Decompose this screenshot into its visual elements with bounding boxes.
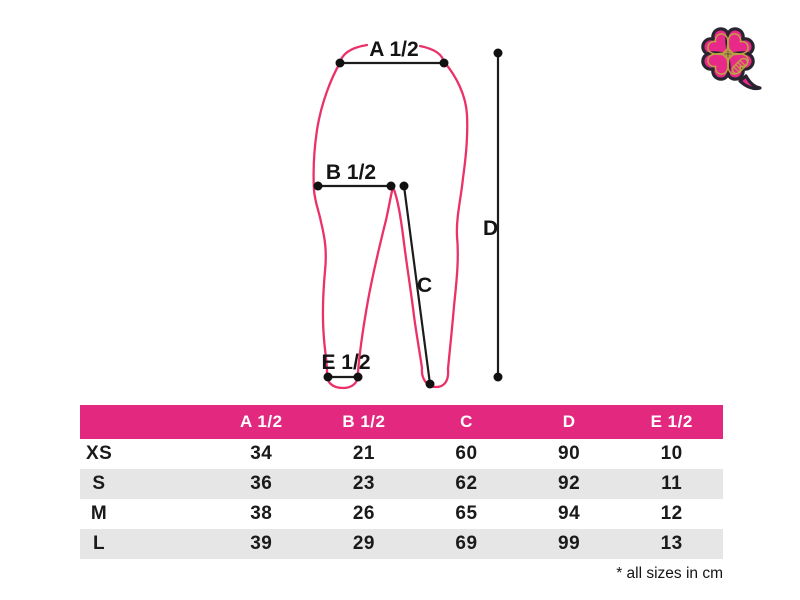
value-cell: 29 (352, 533, 375, 554)
table-row-xs: XS 34 21 60 90 10 (80, 439, 723, 469)
measure-label-e: E 1/2 (321, 351, 370, 374)
right-inseam (391, 185, 424, 370)
measure-dot (386, 181, 396, 191)
header-cell-b: B 1/2 (342, 412, 386, 431)
measure-label-d: D (483, 217, 498, 240)
value-cell: 26 (352, 503, 375, 524)
value-cell: 36 (250, 473, 273, 494)
size-table-header-row: A 1/2 B 1/2 C D E 1/2 (80, 405, 723, 439)
right-cuff (420, 366, 450, 389)
size-label-text: L (92, 533, 106, 554)
measure-dot (399, 181, 409, 191)
pants-measurement-diagram: A 1/2 B 1/2 C D E 1/2 (312, 38, 503, 390)
value-cell: 21 (352, 443, 375, 464)
measurement-endpoints (313, 48, 503, 389)
clover-center-diamond (721, 47, 735, 61)
value-cell: 90 (558, 443, 581, 464)
value-cell: 11 (661, 473, 683, 494)
left-side-seam (312, 61, 342, 374)
value-cell: 69 (455, 533, 478, 554)
value-cell: 94 (558, 503, 581, 524)
units-footnote: * all sizes in cm (616, 565, 723, 582)
header-cell-d: D (562, 412, 576, 431)
value-cell: 34 (250, 443, 273, 464)
measurement-lines (318, 53, 500, 385)
measure-dot (313, 181, 323, 191)
clover-brush-motif (731, 57, 749, 75)
measure-label-c: C (417, 274, 432, 297)
size-label-text: XS (86, 443, 113, 464)
measure-dot (425, 379, 435, 389)
size-label: S (80, 473, 210, 495)
measure-dot (493, 48, 503, 58)
value-cell: 92 (558, 473, 581, 494)
value-cell: 60 (455, 443, 478, 464)
size-label-text: S (92, 473, 106, 494)
clover-stem (738, 74, 762, 91)
measure-label-a: A 1/2 (369, 38, 418, 61)
measure-dot (353, 372, 363, 382)
header-cell-a: A 1/2 (240, 412, 283, 431)
value-cell: 10 (660, 443, 683, 464)
header-cell-c: C (460, 412, 473, 431)
measure-dot (439, 58, 449, 68)
measure-label-b: B 1/2 (326, 161, 376, 184)
size-label-text: M (90, 503, 108, 524)
table-row-l: L 39 29 69 99 13 (80, 529, 723, 559)
value-cell: 12 (660, 503, 683, 524)
size-label: M (80, 503, 210, 525)
size-label: L (80, 533, 210, 555)
clover-leaves (701, 27, 762, 91)
value-cell: 23 (352, 473, 375, 494)
value-cell: 38 (250, 503, 273, 524)
size-label: XS (80, 443, 210, 465)
left-inseam (356, 185, 395, 374)
table-row-s: S 36 23 62 92 11 (80, 469, 723, 499)
header-cell-e: E 1/2 (650, 412, 693, 431)
pants-outline (312, 43, 469, 390)
four-leaf-clover-logo-icon (701, 27, 762, 91)
value-cell: 39 (250, 533, 273, 554)
measure-dot (335, 58, 345, 68)
size-table: A 1/2 B 1/2 C D E 1/2 XS 34 21 60 90 10 … (80, 405, 723, 559)
table-row-m: M 38 26 65 94 12 (80, 499, 723, 529)
right-side-seam (443, 61, 469, 371)
value-cell: 13 (660, 533, 683, 554)
measure-line-c (402, 185, 432, 385)
value-cell: 99 (558, 533, 581, 554)
measure-dot (323, 372, 333, 382)
value-cell: 65 (455, 503, 478, 524)
measure-dot (493, 372, 503, 382)
value-cell: 62 (455, 473, 478, 494)
